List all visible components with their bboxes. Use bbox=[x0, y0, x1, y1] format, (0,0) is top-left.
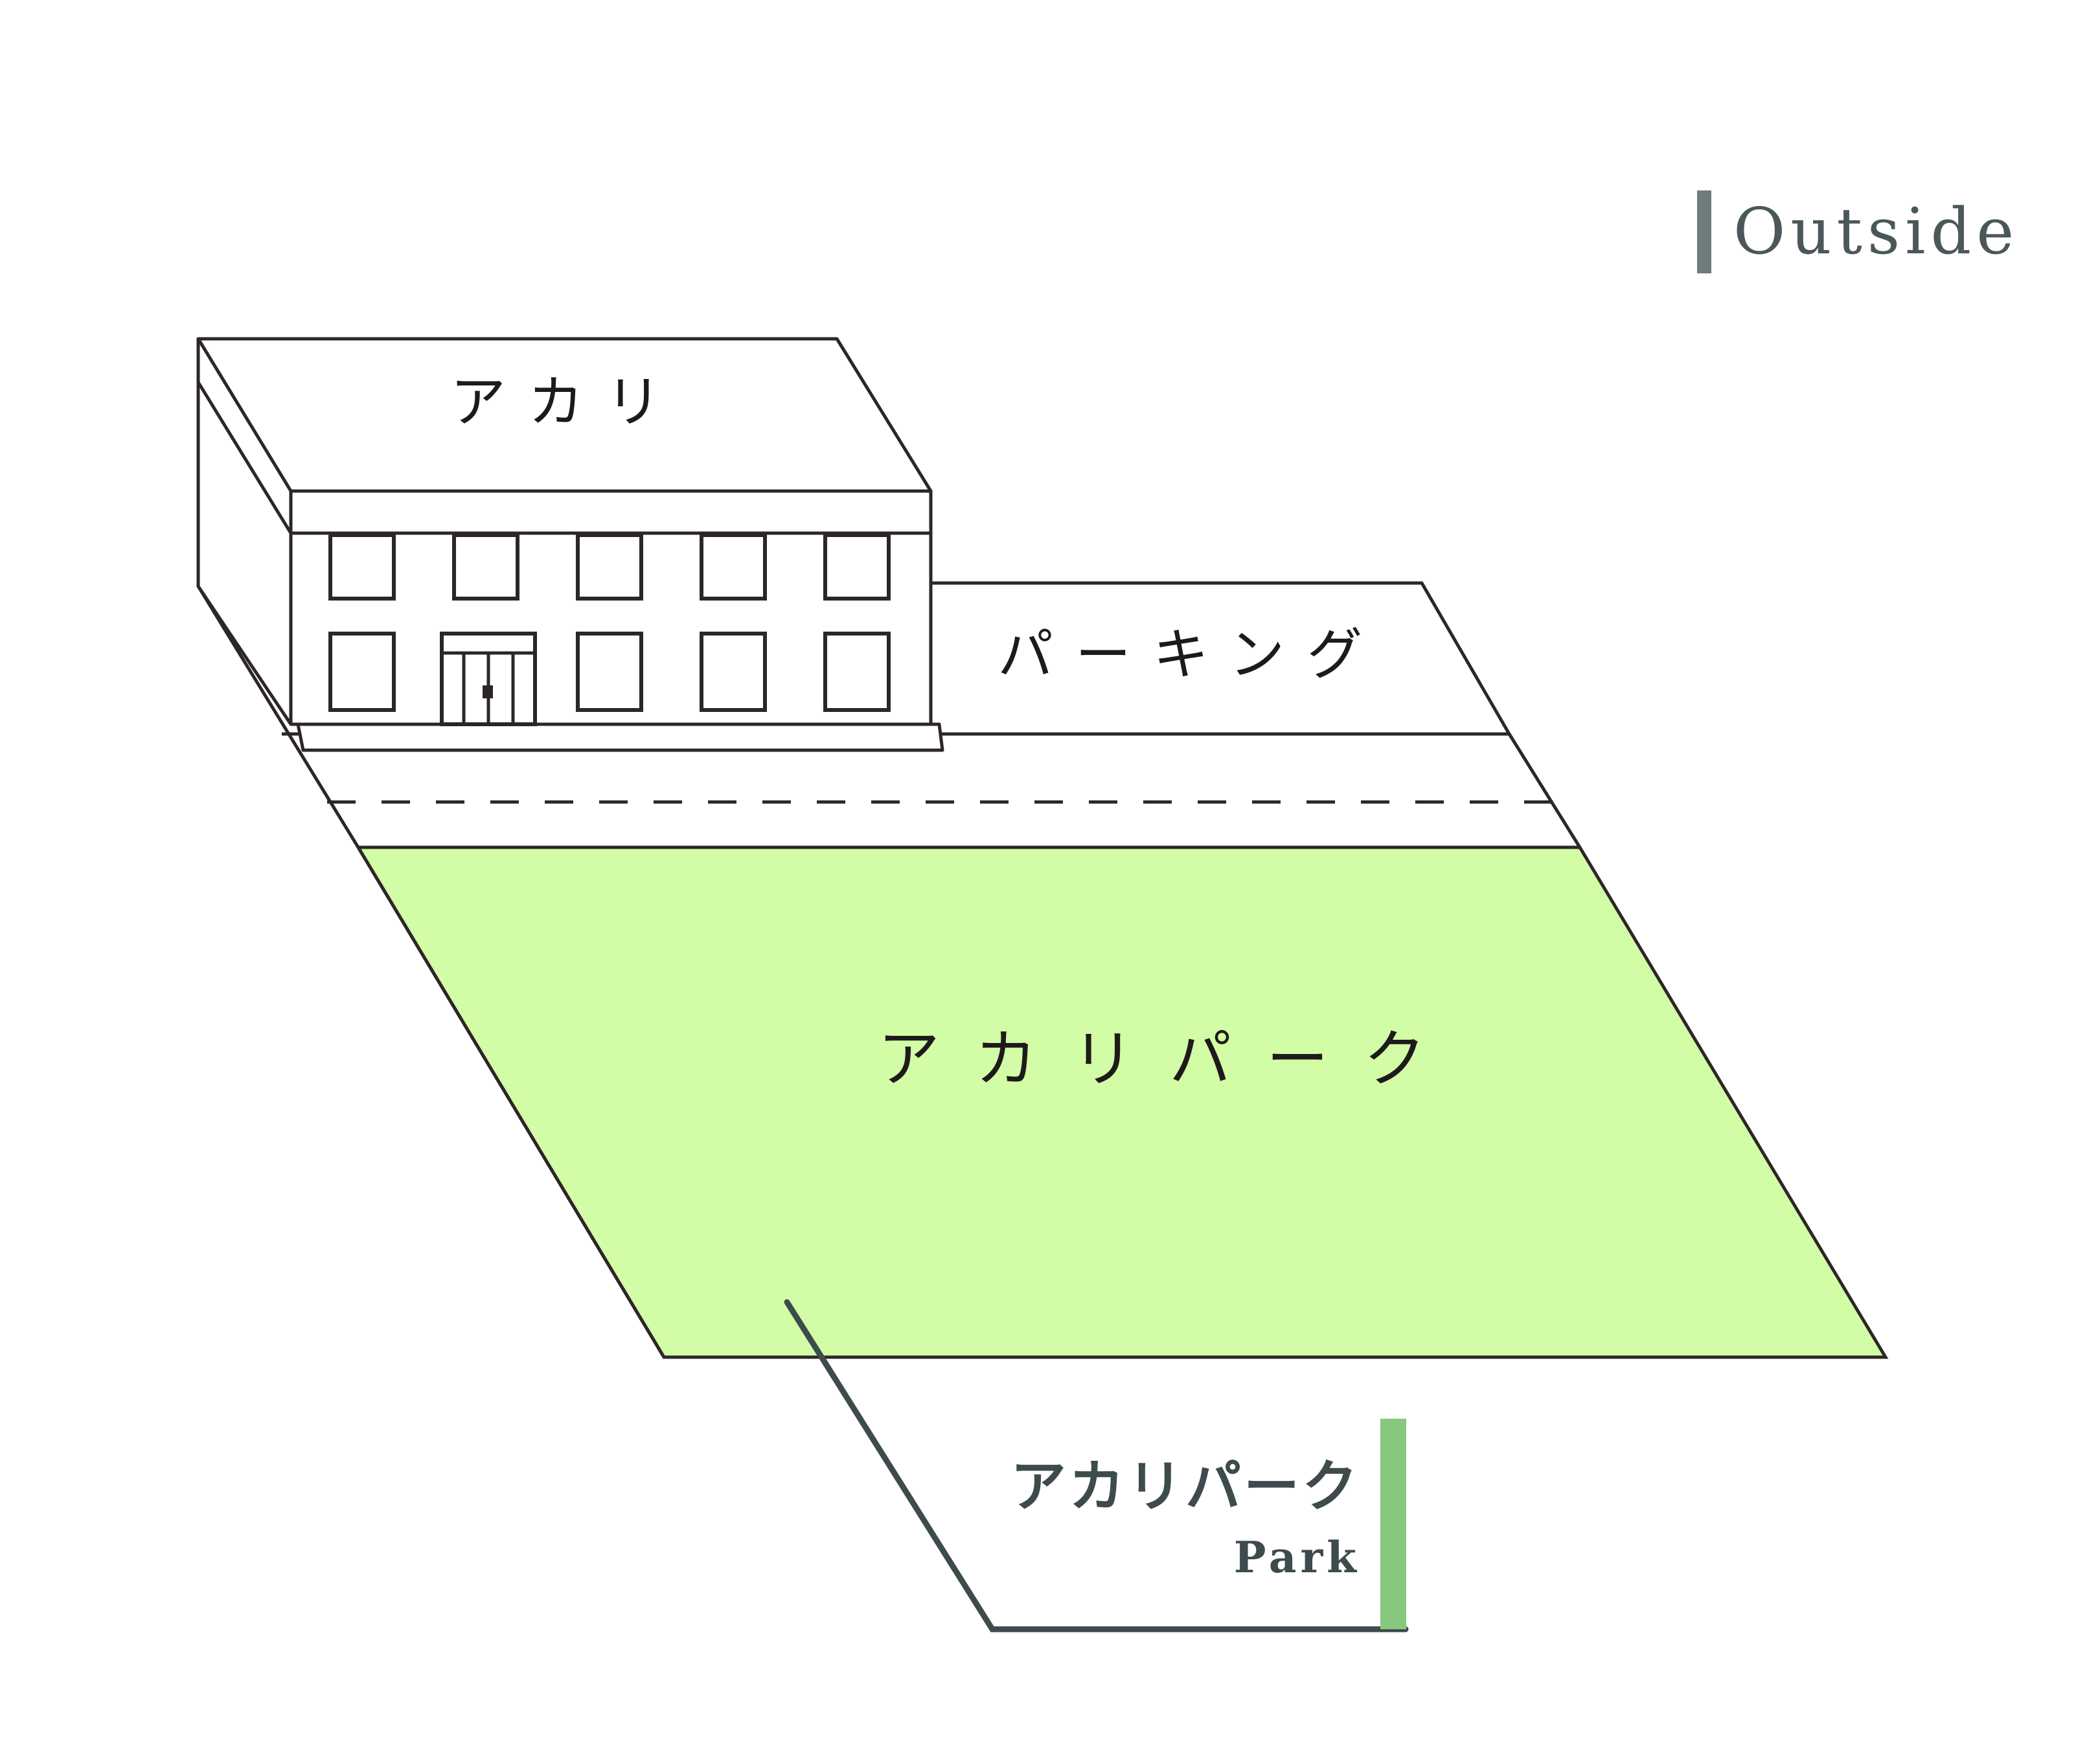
building-sign: アカリ bbox=[450, 370, 683, 435]
callout-leader-line bbox=[784, 1299, 1409, 1632]
callout-subtitle: Park bbox=[1233, 1532, 1360, 1583]
entrance-door bbox=[440, 632, 537, 726]
callout-accent-bar bbox=[1380, 1419, 1406, 1629]
window bbox=[700, 533, 767, 601]
section-title: Outside bbox=[1733, 195, 2020, 269]
building: アカリ bbox=[196, 337, 944, 752]
window bbox=[328, 533, 396, 601]
window bbox=[823, 632, 891, 712]
callout-title: アカリパーク bbox=[1010, 1454, 1360, 1519]
park-area-label: アカリパーク bbox=[878, 1023, 1461, 1095]
window bbox=[576, 632, 643, 712]
window bbox=[328, 632, 396, 712]
parking-label: パーキング bbox=[998, 623, 1384, 687]
park-area bbox=[355, 845, 1889, 1359]
window bbox=[700, 632, 767, 712]
park-callout: アカリパーク Park bbox=[939, 1451, 1360, 1588]
block-left-edge bbox=[196, 585, 360, 849]
section-marker bbox=[1697, 190, 1711, 273]
building-base bbox=[296, 722, 944, 752]
window bbox=[576, 533, 643, 601]
window bbox=[823, 533, 891, 601]
window bbox=[452, 533, 519, 601]
section-heading: Outside bbox=[1697, 190, 2019, 273]
